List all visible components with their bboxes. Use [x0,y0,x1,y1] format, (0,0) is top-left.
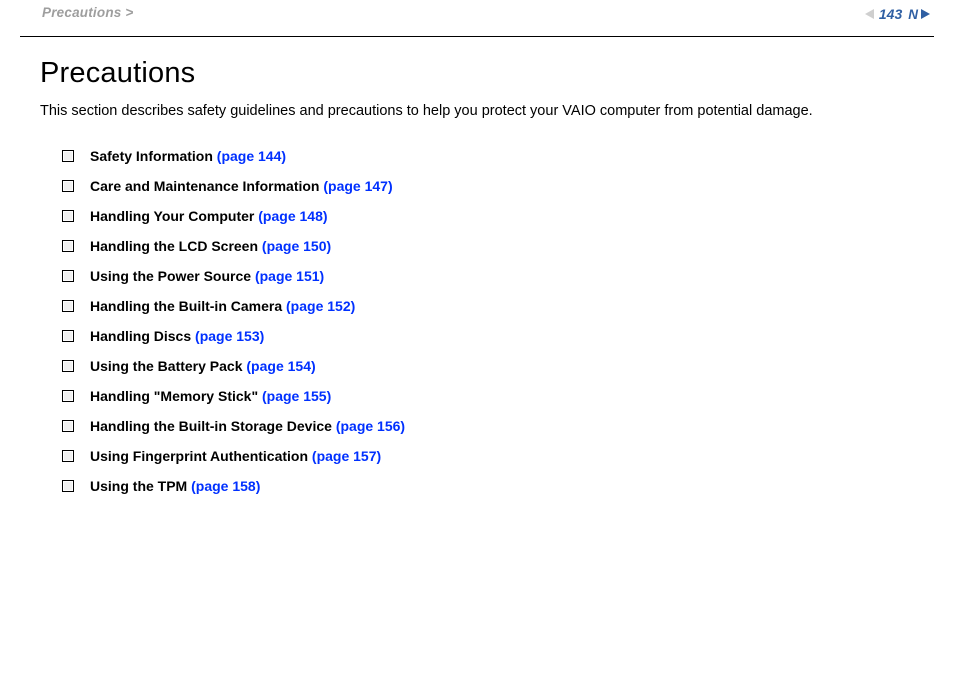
prev-page-icon[interactable] [865,9,874,19]
toc-item-label: Handling the Built-in Storage Device [90,418,336,434]
list-item: Handling Your Computer (page 148) [62,206,914,227]
bullet-icon [62,480,74,492]
toc-page-link[interactable]: (page 144) [217,148,286,164]
bullet-icon [62,450,74,462]
toc-item-label: Handling "Memory Stick" [90,388,262,404]
list-item: Handling the LCD Screen (page 150) [62,236,914,257]
toc-item-label: Handling Your Computer [90,208,258,224]
bullet-icon [62,150,74,162]
list-item: Care and Maintenance Information (page 1… [62,176,914,197]
bullet-icon [62,300,74,312]
bullet-icon [62,420,74,432]
bullet-icon [62,330,74,342]
breadcrumb[interactable]: Precautions > [42,5,134,20]
list-item: Using the Battery Pack (page 154) [62,356,914,377]
list-item: Handling the Built-in Storage Device (pa… [62,416,914,437]
toc-page-link[interactable]: (page 153) [195,328,264,344]
toc-item-label: Using Fingerprint Authentication [90,448,312,464]
page-number: 143 [877,6,904,22]
n-label: N [908,7,918,22]
list-item: Using the Power Source (page 151) [62,266,914,287]
toc-item-label: Using the Battery Pack [90,358,246,374]
bullet-icon [62,240,74,252]
toc-page-link[interactable]: (page 155) [262,388,331,404]
toc-item-label: Handling the LCD Screen [90,238,262,254]
intro-paragraph: This section describes safety guidelines… [40,102,914,122]
bullet-icon [62,210,74,222]
toc-page-link[interactable]: (page 148) [258,208,327,224]
toc-item-label: Handling the Built-in Camera [90,298,286,314]
toc-list: Safety Information (page 144) Care and M… [40,146,914,497]
toc-page-link[interactable]: (page 156) [336,418,405,434]
toc-item-label: Using the Power Source [90,268,255,284]
page-header: Precautions > 143 N [0,0,954,34]
toc-item-label: Safety Information [90,148,217,164]
page-content: Precautions This section describes safet… [0,37,954,497]
toc-page-link[interactable]: (page 147) [323,178,392,194]
toc-item-label: Using the TPM [90,478,191,494]
toc-page-link[interactable]: (page 158) [191,478,260,494]
toc-page-link[interactable]: (page 150) [262,238,331,254]
toc-page-link[interactable]: (page 152) [286,298,355,314]
bullet-icon [62,390,74,402]
toc-page-link[interactable]: (page 154) [246,358,315,374]
document-page: { "header": { "breadcrumb": "Precautions… [0,0,954,674]
toc-item-label: Handling Discs [90,328,195,344]
toc-item-label: Care and Maintenance Information [90,178,323,194]
bullet-icon [62,360,74,372]
list-item: Safety Information (page 144) [62,146,914,167]
bullet-icon [62,180,74,192]
page-number-nav: 143 N [865,6,930,22]
page-title: Precautions [40,57,914,90]
list-item: Handling "Memory Stick" (page 155) [62,386,914,407]
bullet-icon [62,270,74,282]
list-item: Using Fingerprint Authentication (page 1… [62,446,914,467]
list-item: Handling Discs (page 153) [62,326,914,347]
list-item: Handling the Built-in Camera (page 152) [62,296,914,317]
list-item: Using the TPM (page 158) [62,476,914,497]
toc-page-link[interactable]: (page 157) [312,448,381,464]
toc-page-link[interactable]: (page 151) [255,268,324,284]
next-page-icon[interactable] [921,9,930,19]
